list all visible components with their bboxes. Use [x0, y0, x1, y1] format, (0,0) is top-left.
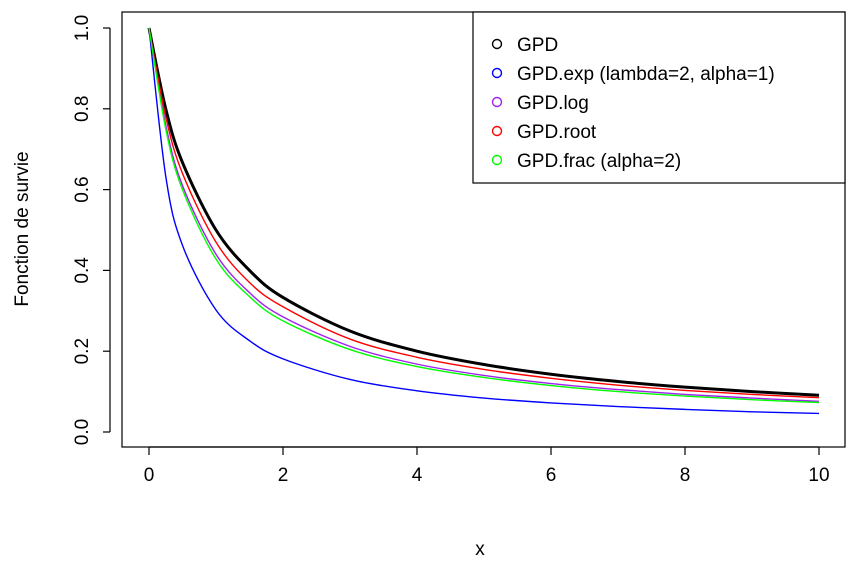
x-tick-label: 4 — [412, 465, 423, 486]
legend-marker — [491, 67, 503, 79]
series-line-0 — [147, 27, 820, 397]
x-tick-label: 8 — [680, 465, 691, 486]
legend-box — [472, 11, 846, 184]
x-tick-label: 6 — [546, 465, 557, 486]
series-line-1 — [148, 27, 820, 415]
x-tick-label: 0 — [144, 465, 155, 486]
legend-marker — [491, 38, 503, 50]
legend-label: GPD.log — [517, 93, 589, 114]
series-layer — [147, 27, 820, 415]
legend-label: GPD.root — [517, 122, 597, 143]
x-tick-label: 10 — [808, 465, 829, 486]
series-line-4 — [148, 27, 820, 404]
legend-marker — [491, 154, 503, 166]
legend-marker — [491, 125, 503, 137]
x-axis-title: x — [475, 539, 485, 560]
legend-label: GPD.exp (lambda=2, alpha=1) — [517, 64, 775, 85]
x-axis: 0 2 4 6 8 10 — [144, 446, 830, 486]
legend-marker — [491, 96, 503, 108]
legend: GPD GPD.exp (lambda=2, alpha=1) GPD.log GPD… — [472, 11, 846, 184]
y-axis: 0.0 0.2 0.4 0.6 0.8 1.0 — [72, 15, 111, 445]
series-line-2 — [148, 27, 820, 402]
x-tick-label: 2 — [278, 465, 289, 486]
legend-label: GPD.frac (alpha=2) — [517, 151, 681, 172]
series-line-3 — [148, 27, 820, 399]
y-tick-label: 0.8 — [72, 96, 93, 122]
y-tick-label: 1.0 — [72, 15, 93, 41]
y-tick-label: 0.2 — [72, 338, 93, 364]
y-tick-label: 0.6 — [72, 176, 93, 202]
y-tick-label: 0.0 — [72, 419, 93, 445]
y-tick-label: 0.4 — [72, 257, 93, 284]
y-axis-title: Fonction de survie — [12, 151, 33, 306]
legend-items: GPD GPD.exp (lambda=2, alpha=1) GPD.log GPD… — [491, 35, 775, 172]
legend-label: GPD — [517, 35, 558, 56]
